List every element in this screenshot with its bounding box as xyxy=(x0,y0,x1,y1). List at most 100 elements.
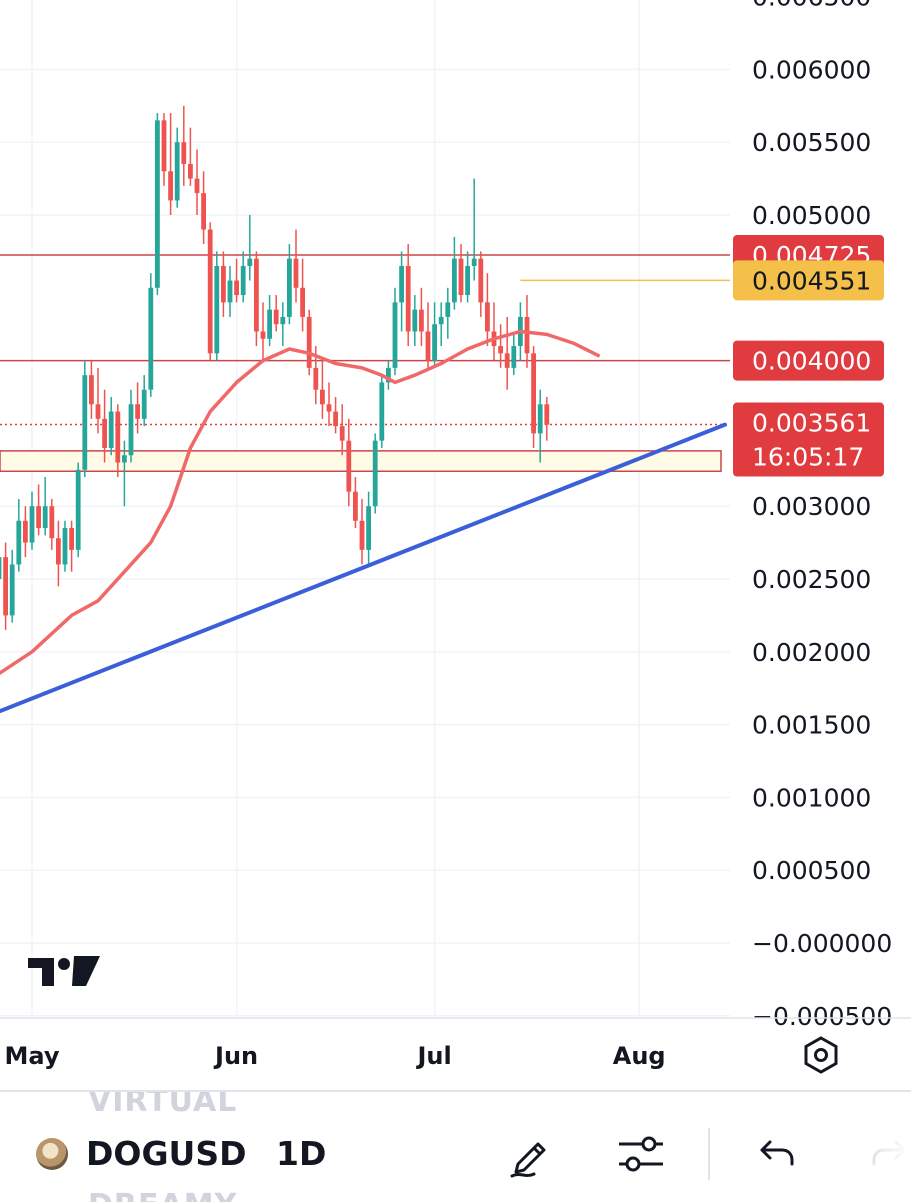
candle-body xyxy=(227,280,233,303)
candle xyxy=(16,498,22,572)
candle-body xyxy=(399,265,404,303)
candle xyxy=(148,273,154,397)
candle xyxy=(122,440,127,507)
candle xyxy=(42,477,48,536)
x-tick-label: Jul xyxy=(415,1042,451,1070)
candle xyxy=(273,295,279,332)
candle xyxy=(452,236,457,310)
candle-body xyxy=(214,265,220,354)
candle-body xyxy=(544,404,550,425)
candle xyxy=(511,331,517,376)
candle-body xyxy=(498,346,503,354)
candle-body xyxy=(207,229,213,354)
candle-body xyxy=(511,346,517,368)
candle xyxy=(300,258,305,332)
pencil-icon[interactable] xyxy=(502,1126,558,1182)
undo-icon[interactable] xyxy=(748,1126,804,1182)
y-tick-label: 0.006500 xyxy=(752,0,871,12)
candle-body xyxy=(320,389,325,405)
candle-body xyxy=(128,404,134,456)
symbol-name[interactable]: DOGUSD xyxy=(86,1134,247,1173)
candle-body xyxy=(471,258,477,266)
candle-body xyxy=(366,506,371,550)
candle xyxy=(234,258,239,303)
price-tag-countdown: 16:05:17 xyxy=(752,443,864,472)
candle xyxy=(339,404,345,456)
candle-body xyxy=(108,411,114,448)
symbol-row: DOGUSD 1D xyxy=(0,1122,911,1186)
candle-body xyxy=(485,302,490,332)
candle-body xyxy=(254,258,259,332)
candle-body xyxy=(267,309,272,339)
candle xyxy=(531,346,536,448)
candle-body xyxy=(42,506,48,529)
candle xyxy=(62,520,68,572)
candle-body xyxy=(62,528,68,565)
candle-body xyxy=(188,164,193,179)
candle-body xyxy=(287,258,292,317)
candle xyxy=(392,287,398,376)
candle xyxy=(49,498,55,550)
candle-body xyxy=(234,280,239,296)
candle-body xyxy=(9,564,15,616)
candle xyxy=(207,222,213,361)
candle xyxy=(0,557,2,579)
candle-body xyxy=(359,520,365,550)
candle-body xyxy=(141,389,147,419)
candle-body xyxy=(89,375,94,405)
candle-body xyxy=(405,265,411,332)
candle-body xyxy=(23,520,28,543)
candle xyxy=(419,287,424,347)
settings-sliders-icon[interactable] xyxy=(613,1126,669,1182)
candle-body xyxy=(135,404,140,419)
x-axis: May Jun Jul Aug xyxy=(0,1017,911,1070)
candle xyxy=(293,229,299,303)
horizontal-levels xyxy=(0,254,730,426)
candle-body xyxy=(478,258,484,303)
trendline xyxy=(0,422,727,714)
candle xyxy=(201,171,206,245)
candle xyxy=(89,360,94,419)
candle-body xyxy=(194,178,200,194)
candle xyxy=(405,244,411,347)
candle xyxy=(280,302,286,347)
candle xyxy=(544,397,550,441)
candle-body xyxy=(346,440,352,492)
candle xyxy=(386,360,391,390)
candle xyxy=(214,251,220,361)
candle xyxy=(267,295,272,347)
candle xyxy=(29,491,35,550)
candle-body xyxy=(260,331,266,339)
candle-body xyxy=(280,316,286,325)
chart[interactable]: 0.006500 0.006000 0.005500 0.005000 0.003000… xyxy=(0,0,911,1090)
hexagon-settings-icon[interactable] xyxy=(804,1036,838,1074)
candle-body xyxy=(69,528,74,550)
y-tick-label: 0.005000 xyxy=(752,201,871,230)
candle xyxy=(412,295,418,347)
y-tick-label: −0.000000 xyxy=(752,929,892,958)
candle-body xyxy=(452,258,457,303)
candle xyxy=(69,520,74,572)
candle xyxy=(115,404,121,478)
candle xyxy=(240,251,246,303)
candle xyxy=(353,477,358,529)
interval-button[interactable]: 1D xyxy=(276,1134,327,1173)
candle-body xyxy=(339,426,345,441)
candle-body xyxy=(240,265,246,296)
candle-body xyxy=(168,171,173,201)
candle-body xyxy=(432,324,437,361)
candle-body xyxy=(537,404,543,434)
candle xyxy=(221,251,226,317)
candle xyxy=(254,251,259,347)
candle xyxy=(478,251,484,317)
candle xyxy=(135,382,140,434)
candle xyxy=(346,418,352,507)
candle xyxy=(320,360,325,419)
candle xyxy=(36,484,41,536)
candle xyxy=(260,302,266,361)
y-axis: 0.006500 0.006000 0.005500 0.005000 0.003000… xyxy=(752,0,892,1031)
candle xyxy=(287,244,292,325)
symbol-avatar[interactable] xyxy=(36,1138,68,1170)
candle xyxy=(399,251,404,332)
candle-body xyxy=(247,258,253,266)
